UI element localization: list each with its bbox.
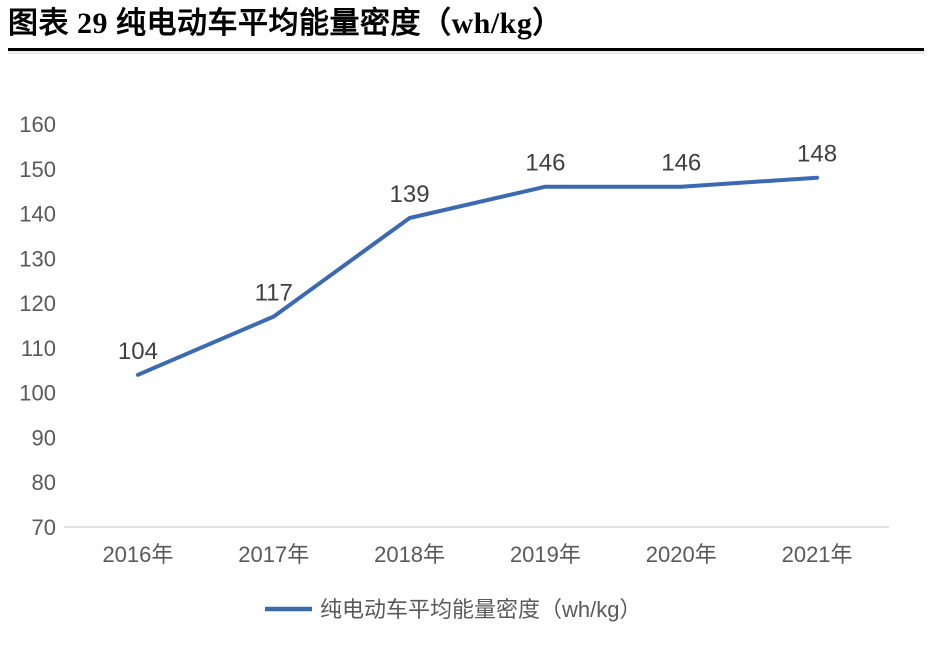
y-tick-label: 80 <box>32 470 56 495</box>
y-tick-label: 100 <box>19 381 56 406</box>
y-tick-label: 90 <box>32 425 56 450</box>
data-label: 146 <box>661 150 701 177</box>
x-tick-label: 2021年 <box>782 542 853 567</box>
x-tick-label: 2019年 <box>510 542 581 567</box>
data-label: 117 <box>255 280 293 307</box>
x-tick-label: 2018年 <box>374 542 445 567</box>
y-tick-label: 150 <box>19 157 56 182</box>
legend-label: 纯电动车平均能量密度（wh/kg） <box>320 597 641 622</box>
y-tick-label: 120 <box>19 291 56 316</box>
data-label: 104 <box>118 338 158 365</box>
y-tick-label: 160 <box>19 112 56 137</box>
line-chart: 70 80 90 100 110 120 130 140 150 160 104 117 139 146 1… <box>19 112 889 622</box>
chart-title: 图表 29 纯电动车平均能量密度（wh/kg） <box>8 7 563 40</box>
chart-legend: 纯电动车平均能量密度（wh/kg） <box>265 597 641 622</box>
x-tick-label: 2016年 <box>102 542 173 567</box>
x-tick-label: 2017年 <box>238 542 309 567</box>
data-label: 146 <box>525 150 565 177</box>
y-tick-label: 140 <box>19 202 56 227</box>
y-tick-label: 70 <box>32 515 56 540</box>
y-tick-label: 110 <box>21 336 56 361</box>
x-tick-label: 2020年 <box>646 542 717 567</box>
chart-header: 图表 29 纯电动车平均能量密度（wh/kg） <box>0 0 932 51</box>
title-rule <box>8 48 924 51</box>
data-label: 139 <box>390 181 430 208</box>
series-line <box>135 175 820 377</box>
y-tick-label: 130 <box>19 246 56 271</box>
data-label: 148 <box>797 141 837 168</box>
